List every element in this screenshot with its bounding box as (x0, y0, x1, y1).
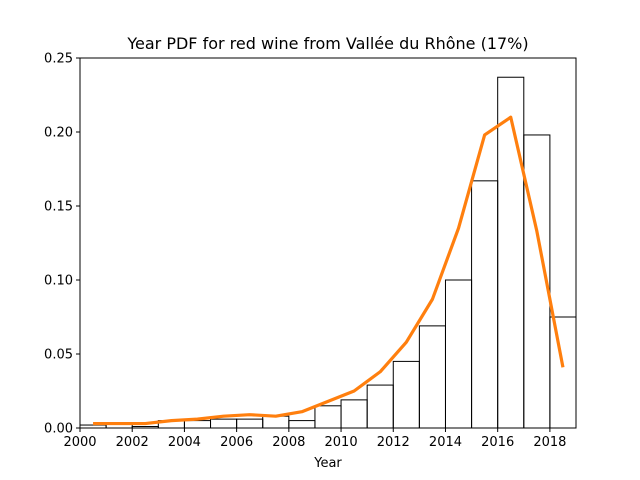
y-tick-label: 0.20 (44, 126, 73, 141)
axes-frame (79, 57, 577, 429)
x-tick-label: 2018 (533, 435, 566, 450)
y-tick-label: 0.10 (44, 274, 73, 289)
pdf-line (93, 115, 565, 426)
x-tick-label: 2004 (168, 435, 201, 450)
x-tick-label: 2000 (63, 435, 96, 450)
x-tick-label: 2014 (429, 435, 462, 450)
y-tick-label: 0.05 (44, 348, 73, 363)
x-tick-label: 2016 (481, 435, 514, 450)
chart-title: Year PDF for red wine from Vallée du Rhô… (126, 34, 528, 53)
x-tick-label: 2010 (325, 435, 358, 450)
y-tick-label: 0.15 (44, 200, 73, 215)
x-axis: 2000 2002 2004 2006 2008 2010 2012 2014 2016 2018 (63, 428, 566, 450)
x-tick-label: 2006 (220, 435, 253, 450)
x-tick-label: 2002 (116, 435, 149, 450)
x-axis-label: Year (313, 456, 342, 471)
y-axis: 0.00 0.05 0.10 0.15 0.20 0.25 (44, 52, 80, 437)
y-tick-label: 0.25 (44, 52, 73, 67)
y-tick-label: 0.00 (44, 422, 73, 437)
x-tick-label: 2008 (272, 435, 305, 450)
x-tick-label: 2012 (377, 435, 410, 450)
